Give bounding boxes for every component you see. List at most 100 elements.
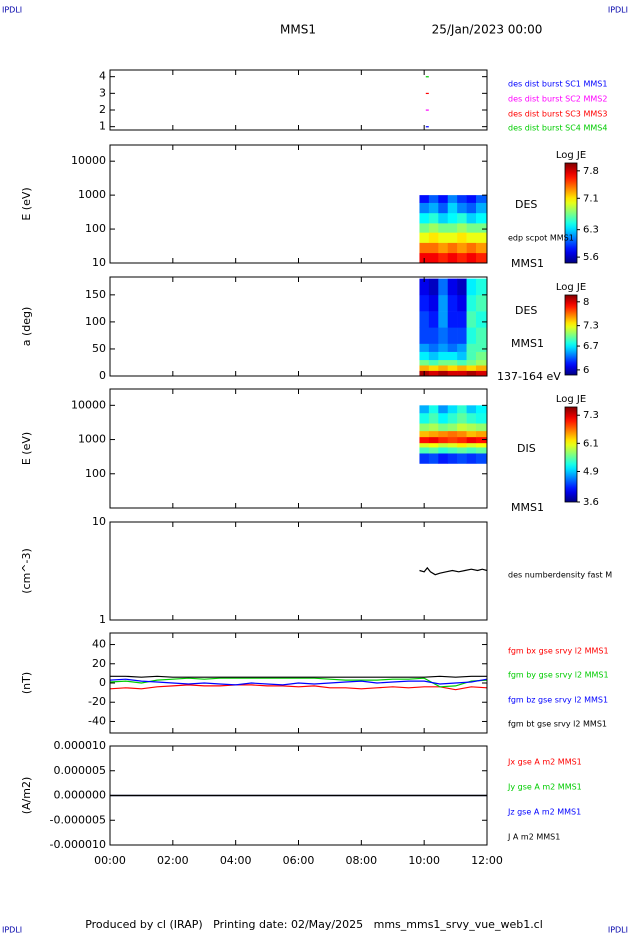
colorbar [564,406,578,503]
cell [476,447,487,454]
cell [457,430,467,438]
colorbar-title: Log JE [556,282,586,293]
cell [476,327,487,344]
cell [428,343,439,352]
cell [466,195,477,203]
colorbar-tick-label: 6.3 [583,225,599,236]
data-line [110,677,487,688]
cell [476,242,487,254]
spectrogram [419,278,487,376]
cell [457,195,467,203]
annotation: DIS [517,442,536,455]
cell [466,412,477,424]
cell [428,242,439,254]
cell [466,343,477,352]
data-line [110,684,487,691]
legend-entry: des dist burst SC3 MMS3 [508,110,607,119]
cell [457,242,467,254]
cell [466,252,477,263]
cell [457,252,467,263]
point [425,92,429,95]
cell [438,351,449,361]
cell [419,242,430,254]
y-tick-label: 2 [99,103,106,116]
y-axis-label: E (eV) [20,187,33,220]
cell [447,252,458,263]
cell [438,278,449,296]
cell [428,212,439,224]
cell [419,252,430,263]
point [425,76,429,78]
cell [428,252,439,263]
cell [457,370,467,376]
y-tick-label: 0.000010 [54,739,107,752]
cell [447,202,458,214]
cell [457,442,467,448]
cell [476,195,487,203]
cell [438,195,449,203]
cell [466,447,477,454]
cell [438,212,449,224]
legend-entry: fgm by gse srvy l2 MMS1 [508,671,609,680]
y-tick-label: 40 [92,638,106,651]
logo: IPDLI [2,6,22,15]
cell [447,430,458,438]
cell [466,430,477,438]
cell [447,447,458,454]
y-tick-label: 20 [92,657,106,670]
cell [476,351,487,361]
colorbar [564,162,578,264]
cell [428,232,439,243]
cell [438,447,449,454]
y-tick-label: 0.000000 [54,789,107,802]
cell [419,359,430,366]
y-tick-label: 10000 [71,398,106,411]
cell [419,195,430,203]
cell [419,430,430,438]
cell [428,202,439,214]
colorbar-tick-label: 6 [583,365,589,376]
cell [476,252,487,263]
lines [419,566,487,576]
cell [419,278,430,296]
cell [447,212,458,224]
cell [438,242,449,254]
cell [428,447,439,454]
cell [438,430,449,438]
cell [447,195,458,203]
cell [419,447,430,454]
cell [476,311,487,328]
cell [466,223,477,233]
footer: Produced by cl (IRAP) Printing date: 02/… [85,918,543,931]
cell [438,365,449,371]
legend-entry: des dist burst SC4 MMS4 [508,124,607,133]
colorbar-tick-label: 3.6 [583,497,599,508]
cell [476,343,487,352]
legend-entry: des numberdensity fast M [508,571,612,580]
point [425,126,429,128]
cell [438,294,449,312]
cell [457,453,467,464]
cell [438,423,449,432]
annotation: 137-164 eV [497,370,561,383]
y-axis-label: a (deg) [20,307,33,347]
y-tick-label: 100 [85,467,106,480]
annotation: edp scpot MMS1 [508,234,574,243]
cell [438,436,449,444]
cell [476,430,487,438]
cell [466,423,477,432]
cell [428,195,439,203]
cell [419,327,430,344]
cell [428,442,439,448]
spectrogram [419,405,487,464]
lines [110,675,487,691]
cell [428,223,439,233]
cell [466,242,477,254]
colorbar-title: Log JE [556,394,586,405]
cell [428,327,439,344]
cell [438,412,449,424]
cell [419,311,430,328]
cell [476,423,487,432]
legend-entry: Jy gse A m2 MMS1 [507,783,582,792]
colorbar-tick-label: 7.8 [583,166,599,177]
